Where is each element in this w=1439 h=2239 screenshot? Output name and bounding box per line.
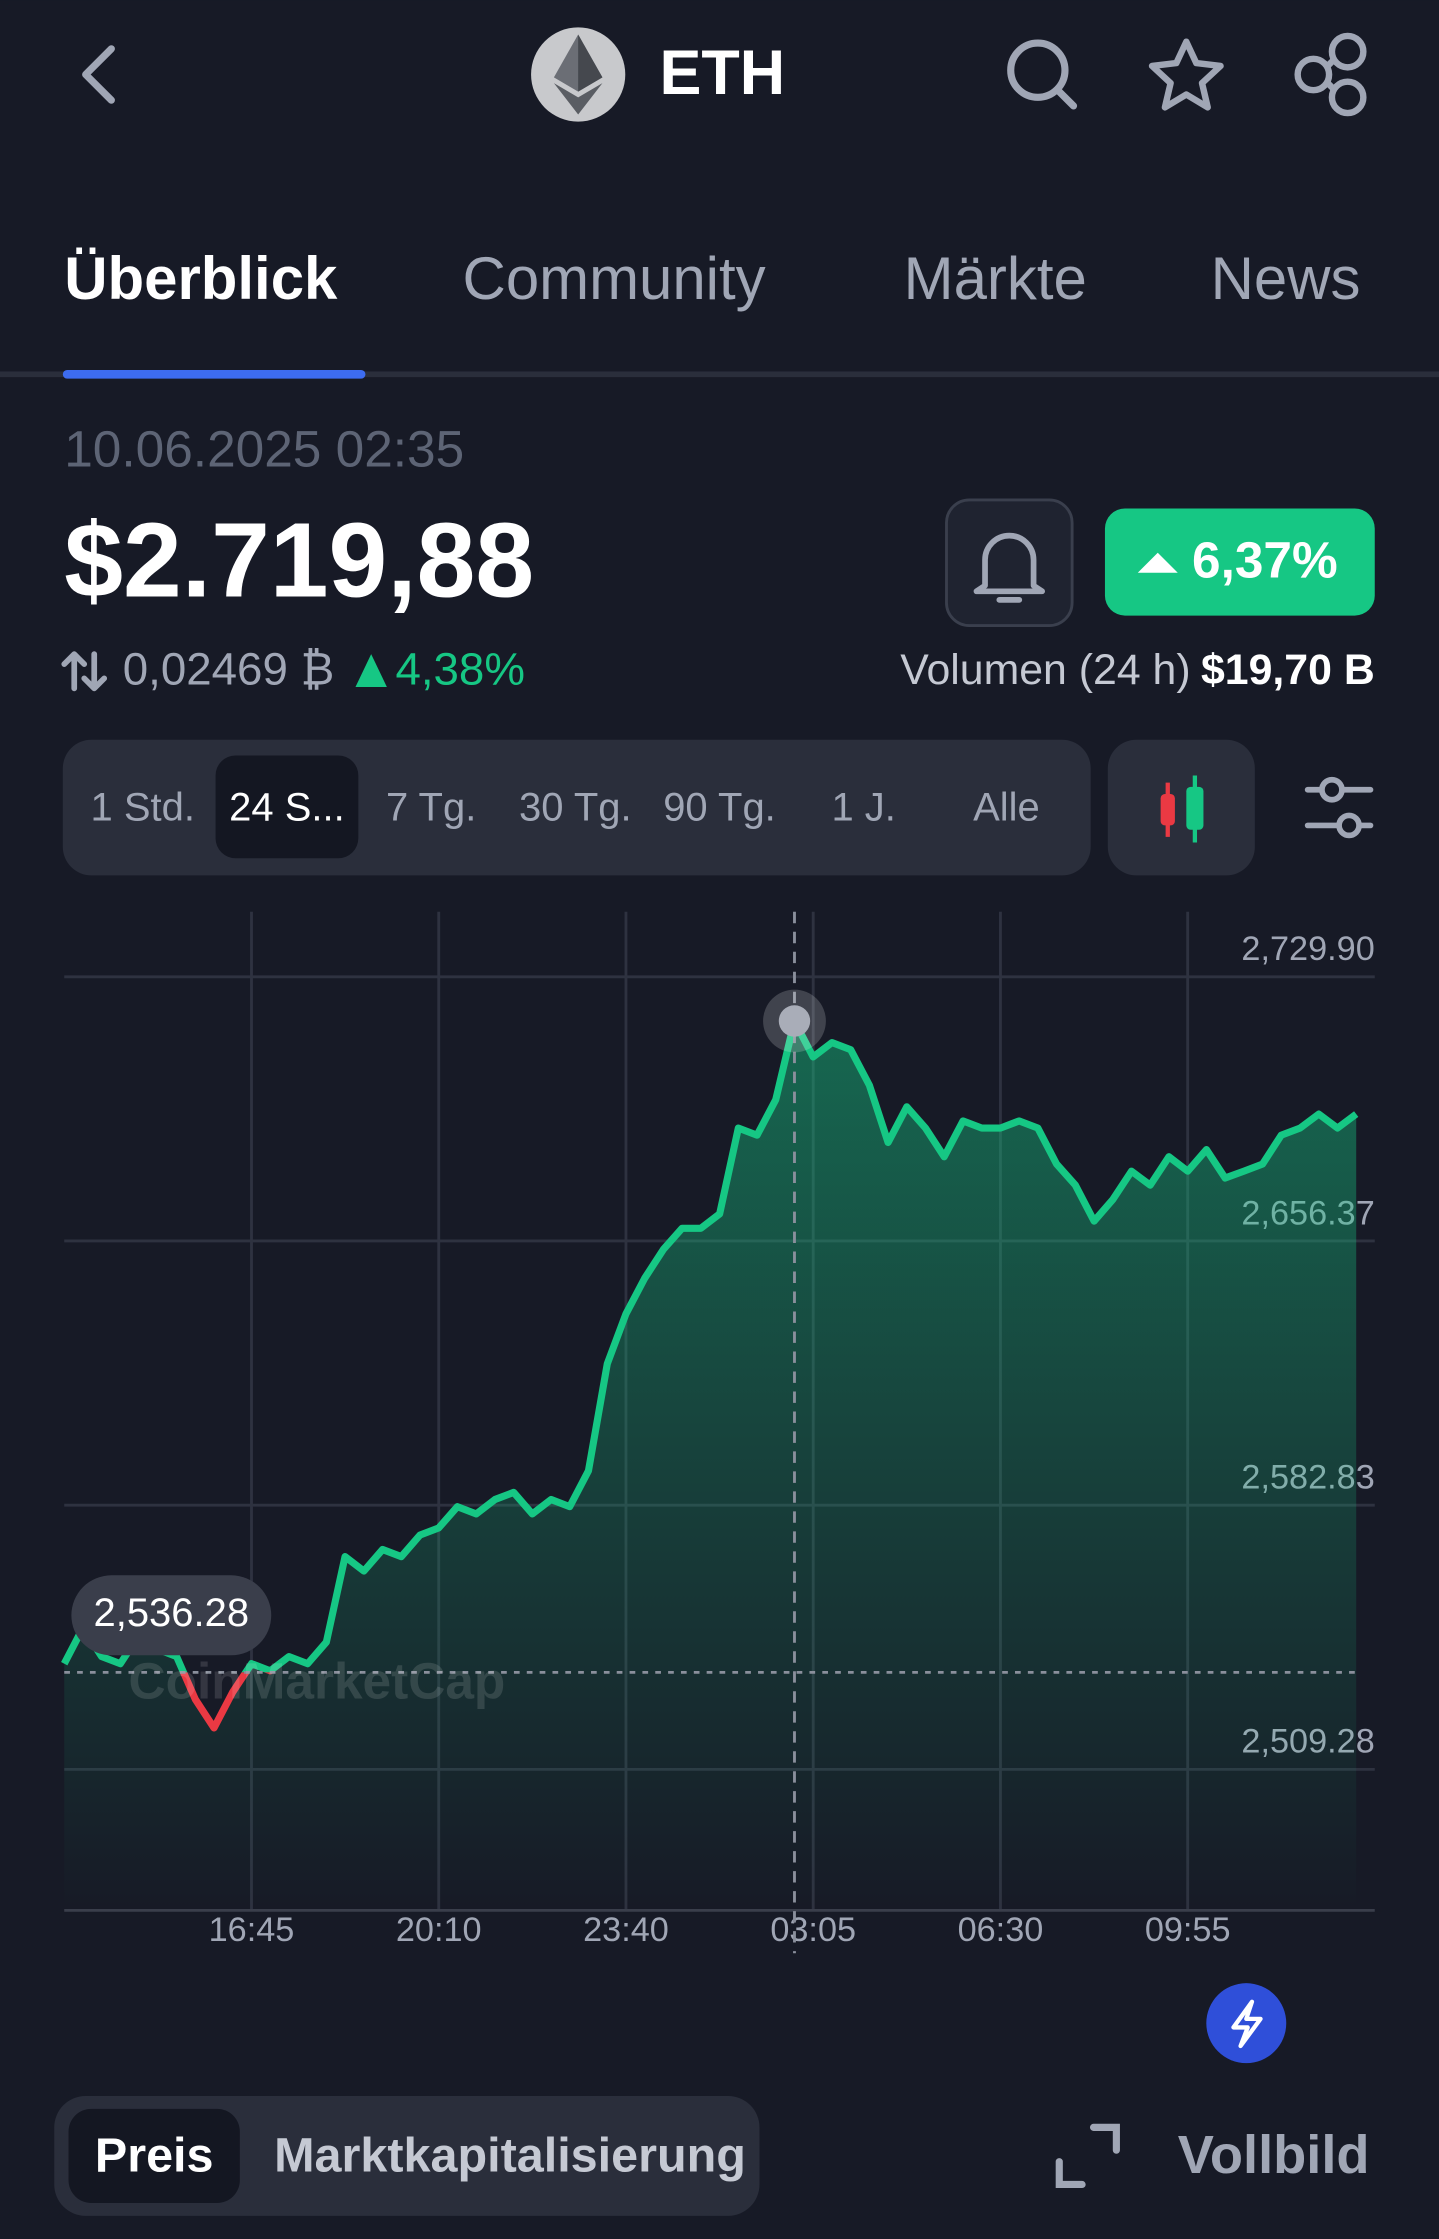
fullscreen-label[interactable]: Vollbild [1178, 2125, 1370, 2185]
tab[interactable]: Community [463, 245, 766, 312]
x-tick-label: 16:45 [209, 1911, 295, 1949]
price: $2.719,88 [64, 501, 534, 619]
range-option[interactable]: 30 Tg. [519, 785, 632, 829]
x-tick-label: 20:10 [396, 1911, 482, 1949]
price-line [61, 1017, 1359, 1673]
up-arrow [355, 654, 387, 687]
fullscreen-icon[interactable] [1055, 2123, 1120, 2189]
change-percent: 6,37% [1192, 531, 1338, 589]
x-tick-label: 09:55 [1145, 1911, 1231, 1949]
range-option[interactable]: Alle [973, 785, 1040, 829]
tab[interactable]: Märkte [904, 245, 1087, 312]
x-tick-label: 06:30 [958, 1911, 1044, 1949]
coin-logo [531, 27, 626, 122]
quick-action[interactable] [1206, 1983, 1287, 2064]
range-option[interactable]: 7 Tg. [386, 785, 476, 829]
tab-divider [0, 371, 1439, 378]
baseline-pill [71, 1575, 272, 1656]
candle-toggle[interactable] [1107, 739, 1255, 876]
search-button[interactable] [1007, 39, 1078, 110]
alert-button[interactable] [945, 498, 1074, 627]
share-button[interactable] [1294, 32, 1367, 117]
range-option[interactable]: 1 Std. [91, 785, 195, 829]
y-tick-label: 2,729.90 [1241, 930, 1374, 968]
crosshair-point [778, 1005, 811, 1037]
mode-selected [68, 2108, 240, 2204]
tab-indicator [62, 370, 366, 379]
btc-price: 0,02469 ₿ [123, 644, 335, 695]
timestamp: 10.06.2025 02:35 [64, 419, 464, 477]
favorite-button[interactable] [1148, 38, 1224, 111]
btc-change: 4,38% [395, 644, 525, 695]
up-arrow [1137, 552, 1178, 573]
range-selected [215, 755, 359, 859]
change-badge [1104, 508, 1375, 616]
volume-value: $19,70 B [1201, 646, 1375, 694]
settings-button[interactable] [1304, 776, 1374, 839]
volume-label: Volumen (24 h) [900, 646, 1190, 694]
range-option[interactable]: 24 S... [229, 785, 345, 829]
mode-option[interactable]: Preis [95, 2129, 214, 2183]
chart: 16:4520:1023:4003:0506:3009:552,509.282,… [61, 911, 1375, 1954]
baseline-label: 2,536.28 [94, 1591, 250, 1635]
mode-option[interactable]: Marktkapitalisierung [274, 2129, 746, 2183]
x-tick-label: 23:40 [583, 1911, 669, 1949]
range-option[interactable]: 90 Tg. [663, 785, 776, 829]
swap-icon [61, 651, 108, 692]
x-tick-label: 03:05 [770, 1911, 856, 1949]
tab[interactable]: News [1211, 245, 1361, 312]
watermark: CoinMarketCap [128, 1651, 505, 1709]
price-area [64, 1020, 1357, 1911]
back-button[interactable] [82, 45, 115, 104]
coin-symbol: ETH [660, 38, 786, 108]
range-option[interactable]: 1 J. [831, 785, 895, 829]
tab-active[interactable]: Überblick [64, 245, 338, 312]
